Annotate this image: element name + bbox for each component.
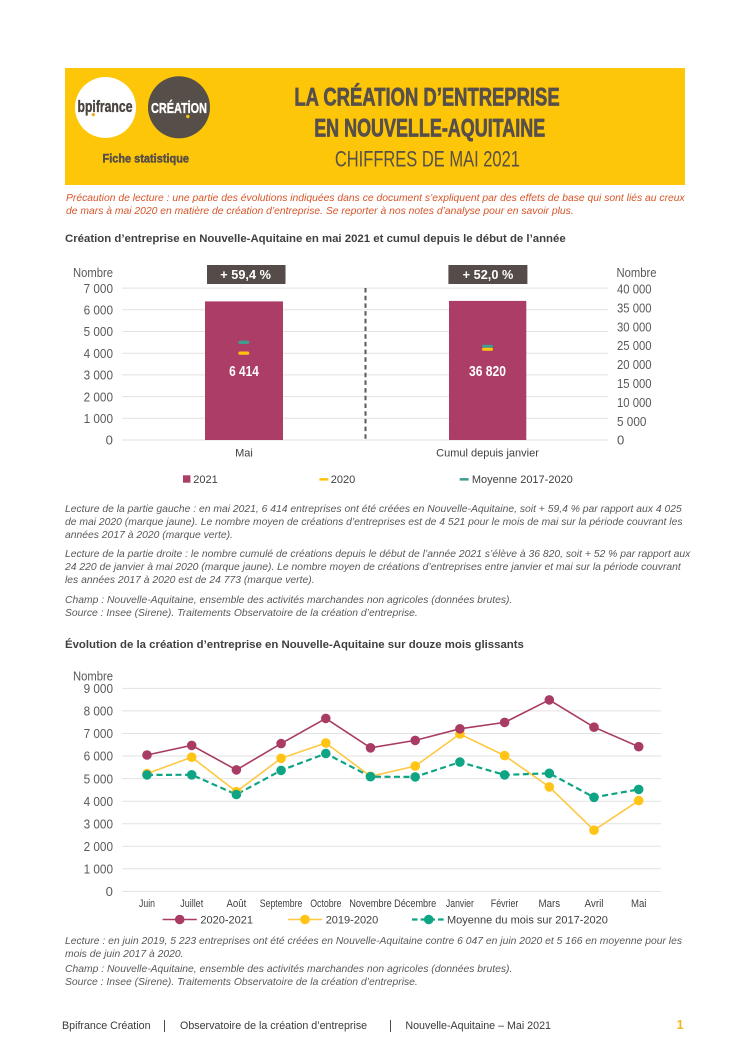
svg-text:2 000: 2 000	[84, 839, 113, 854]
svg-text:15 000: 15 000	[617, 376, 652, 391]
svg-text:30 000: 30 000	[617, 319, 652, 334]
svg-text:10 000: 10 000	[617, 395, 652, 410]
svg-text:Novembre: Novembre	[349, 898, 392, 910]
svg-text:3 000: 3 000	[84, 816, 113, 831]
svg-text:Juin: Juin	[139, 898, 155, 910]
svg-text:5 000: 5 000	[84, 771, 113, 786]
svg-text:Juillet: Juillet	[180, 898, 203, 910]
svg-text:Nombre: Nombre	[73, 670, 113, 683]
svg-text:7 000: 7 000	[84, 281, 113, 296]
svg-text:Octobre: Octobre	[310, 898, 341, 910]
svg-text:Mai: Mai	[235, 448, 253, 460]
svg-text:0: 0	[106, 884, 113, 899]
svg-text:20 000: 20 000	[617, 357, 652, 372]
svg-text:9 000: 9 000	[84, 681, 113, 696]
svg-text:Mai: Mai	[631, 898, 647, 910]
svg-text:1 000: 1 000	[84, 411, 113, 426]
svg-text:5 000: 5 000	[617, 414, 646, 429]
svg-text:1 000: 1 000	[84, 862, 113, 877]
svg-text:4 000: 4 000	[84, 346, 113, 361]
svg-text:0: 0	[106, 433, 113, 448]
svg-text:7 000: 7 000	[84, 726, 113, 741]
svg-text:CRÉATİON: CRÉATİON	[151, 100, 207, 117]
svg-text:Moyenne du mois sur 2017-2020: Moyenne du mois sur 2017-2020	[447, 915, 608, 927]
svg-text:Fiche statistique: Fiche statistique	[103, 151, 190, 165]
svg-text:4 000: 4 000	[84, 794, 113, 809]
svg-text:Nombre: Nombre	[73, 265, 113, 280]
svg-text:Avril: Avril	[585, 898, 604, 910]
svg-text:Mars: Mars	[539, 898, 561, 910]
svg-text:+ 52,0 %: + 52,0 %	[463, 268, 514, 282]
svg-text:25 000: 25 000	[617, 338, 652, 353]
svg-text:0: 0	[617, 433, 624, 448]
svg-text:6 000: 6 000	[84, 303, 113, 318]
svg-text:Février: Février	[491, 898, 519, 910]
svg-text:2021: 2021	[193, 474, 217, 486]
svg-text:EN NOUVELLE-AQUITAINE: EN NOUVELLE-AQUITAINE	[314, 115, 545, 143]
svg-text:Décembre: Décembre	[394, 898, 436, 910]
svg-text:36 820: 36 820	[469, 363, 506, 380]
svg-text:Septembre: Septembre	[260, 898, 303, 910]
svg-text:Nombre: Nombre	[617, 265, 657, 280]
svg-text:2019-2020: 2019-2020	[326, 915, 379, 927]
svg-text:Août: Août	[227, 898, 247, 910]
svg-text:35 000: 35 000	[617, 300, 652, 315]
svg-text:5 000: 5 000	[84, 324, 113, 339]
svg-text:6 414: 6 414	[229, 363, 259, 380]
svg-text:CHIFFRES DE MAI 2021: CHIFFRES DE MAI 2021	[335, 146, 520, 171]
svg-text:40 000: 40 000	[617, 282, 652, 297]
svg-text:2020: 2020	[331, 474, 355, 486]
svg-text:LA CRÉATION D’ENTREPRISE: LA CRÉATION D’ENTREPRISE	[294, 83, 559, 112]
svg-text:+ 59,4 %: + 59,4 %	[220, 268, 271, 282]
svg-text:2 000: 2 000	[84, 389, 113, 404]
svg-text:Cumul depuis janvier: Cumul depuis janvier	[436, 448, 539, 460]
svg-text:Janvier: Janvier	[446, 898, 474, 910]
svg-text:3 000: 3 000	[84, 368, 113, 383]
svg-text:bpifrance: bpifrance	[78, 98, 133, 116]
svg-text:8 000: 8 000	[84, 704, 113, 719]
svg-text:Moyenne 2017-2020: Moyenne 2017-2020	[472, 474, 573, 486]
svg-text:6 000: 6 000	[84, 749, 113, 764]
svg-text:2020-2021: 2020-2021	[200, 915, 253, 927]
